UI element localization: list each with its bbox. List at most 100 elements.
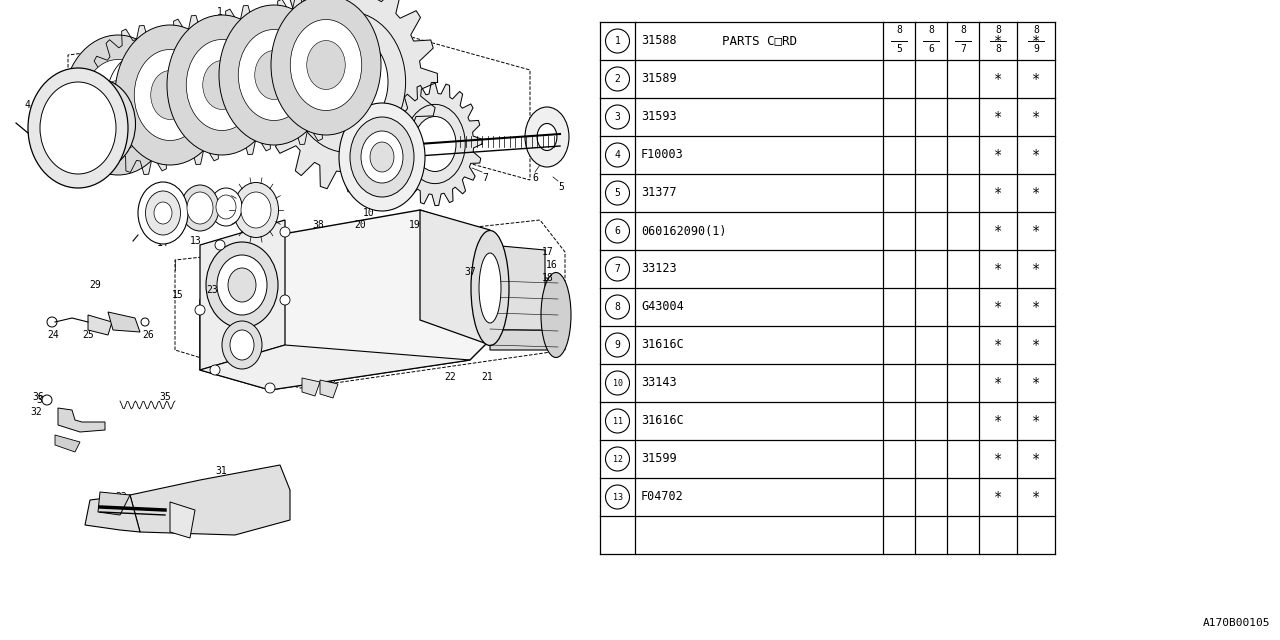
- Text: 19: 19: [410, 220, 421, 230]
- Ellipse shape: [146, 191, 180, 235]
- Text: *: *: [1032, 338, 1041, 352]
- Circle shape: [215, 240, 225, 250]
- Text: 32: 32: [31, 407, 42, 417]
- Text: 10: 10: [613, 378, 622, 387]
- Polygon shape: [490, 265, 558, 350]
- Polygon shape: [58, 408, 105, 432]
- Text: 33123: 33123: [641, 262, 677, 275]
- Text: 1: 1: [614, 36, 621, 46]
- Polygon shape: [86, 26, 202, 175]
- Text: F04702: F04702: [641, 490, 684, 504]
- Polygon shape: [189, 6, 306, 154]
- Text: 30: 30: [224, 480, 236, 490]
- Text: 8: 8: [896, 26, 902, 35]
- Ellipse shape: [210, 188, 242, 226]
- Text: 21: 21: [481, 372, 493, 382]
- Text: 31616C: 31616C: [641, 339, 684, 351]
- Polygon shape: [388, 83, 483, 205]
- Ellipse shape: [60, 79, 136, 169]
- Text: 17: 17: [543, 247, 554, 257]
- Text: *: *: [1032, 34, 1041, 48]
- Text: 13: 13: [613, 493, 622, 502]
- Polygon shape: [84, 495, 140, 532]
- Polygon shape: [242, 0, 358, 145]
- Ellipse shape: [134, 49, 206, 141]
- Text: 8: 8: [364, 185, 370, 195]
- Text: *: *: [993, 148, 1002, 162]
- Text: 10: 10: [364, 208, 375, 218]
- Text: 23: 23: [206, 285, 218, 295]
- Text: *: *: [993, 414, 1002, 428]
- Text: 5: 5: [896, 44, 902, 54]
- Text: 1: 1: [218, 7, 223, 17]
- Text: 11: 11: [613, 417, 622, 426]
- Text: F10003: F10003: [641, 148, 684, 161]
- Text: 9: 9: [366, 198, 372, 208]
- Ellipse shape: [228, 268, 256, 302]
- Ellipse shape: [238, 29, 310, 120]
- Text: 31: 31: [215, 466, 227, 476]
- Text: 12: 12: [613, 454, 622, 463]
- Text: 20: 20: [355, 220, 366, 230]
- Text: 31377: 31377: [641, 186, 677, 200]
- Text: 8: 8: [995, 26, 1001, 35]
- Text: 31593: 31593: [641, 111, 677, 124]
- Ellipse shape: [202, 61, 241, 109]
- Polygon shape: [200, 220, 285, 370]
- Text: 22: 22: [444, 372, 456, 382]
- Text: 31588: 31588: [641, 35, 677, 47]
- Text: *: *: [1032, 490, 1041, 504]
- Ellipse shape: [187, 192, 212, 224]
- Text: *: *: [993, 34, 1002, 48]
- Text: *: *: [1032, 376, 1041, 390]
- Text: 9: 9: [1033, 44, 1039, 54]
- Text: 16: 16: [547, 260, 558, 270]
- Text: 5: 5: [614, 188, 621, 198]
- Polygon shape: [137, 15, 255, 164]
- Ellipse shape: [255, 51, 293, 99]
- Text: 31589: 31589: [641, 72, 677, 86]
- Text: 060162090(1): 060162090(1): [641, 225, 727, 237]
- Text: 2: 2: [614, 74, 621, 84]
- Ellipse shape: [82, 60, 154, 150]
- Text: 8: 8: [995, 44, 1001, 54]
- Circle shape: [210, 365, 220, 375]
- Circle shape: [280, 227, 291, 237]
- Text: *: *: [993, 452, 1002, 466]
- Text: *: *: [1032, 300, 1041, 314]
- Polygon shape: [131, 465, 291, 535]
- Text: *: *: [1032, 110, 1041, 124]
- Text: 27: 27: [287, 375, 298, 385]
- Circle shape: [141, 318, 148, 326]
- Ellipse shape: [118, 67, 170, 133]
- Ellipse shape: [151, 70, 189, 120]
- Text: 8: 8: [614, 302, 621, 312]
- Ellipse shape: [166, 15, 276, 155]
- Polygon shape: [490, 245, 545, 330]
- Text: 37: 37: [465, 267, 476, 277]
- Ellipse shape: [170, 57, 223, 124]
- Polygon shape: [200, 345, 470, 390]
- Text: 8: 8: [928, 26, 934, 35]
- Text: 8: 8: [1033, 26, 1039, 35]
- Text: 35: 35: [159, 392, 170, 402]
- Text: 6: 6: [614, 226, 621, 236]
- Ellipse shape: [538, 124, 557, 150]
- Text: 3: 3: [614, 112, 621, 122]
- Ellipse shape: [180, 185, 219, 231]
- Text: 7: 7: [960, 44, 966, 54]
- Text: *: *: [1032, 224, 1041, 238]
- Text: 31599: 31599: [641, 452, 677, 465]
- Text: 34: 34: [36, 395, 49, 405]
- Text: 11: 11: [252, 242, 264, 252]
- Text: PARTS C□RD: PARTS C□RD: [722, 35, 796, 47]
- Ellipse shape: [361, 131, 403, 183]
- Text: *: *: [1032, 72, 1041, 86]
- Ellipse shape: [525, 107, 570, 167]
- Text: *: *: [993, 72, 1002, 86]
- Polygon shape: [99, 492, 131, 515]
- Text: *: *: [993, 262, 1002, 276]
- Text: 2: 2: [408, 152, 413, 162]
- Text: 12: 12: [219, 238, 230, 248]
- Ellipse shape: [308, 33, 388, 131]
